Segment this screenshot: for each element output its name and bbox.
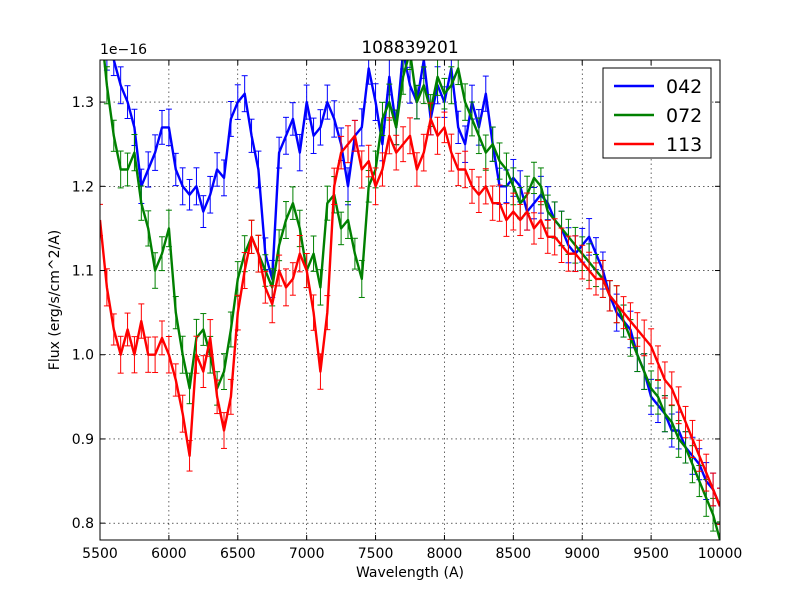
y-offset-label: 1e−16 [100, 42, 147, 58]
y-tick-label-1: 1.0 [72, 348, 94, 364]
x-tick-label-7000: 7000 [289, 546, 325, 562]
x-tick-label-9000: 9000 [564, 546, 600, 562]
x-tick-label-10000: 10000 [698, 546, 743, 562]
y-tick-label-1.1: 1.1 [72, 264, 94, 280]
series-113 [100, 102, 720, 525]
legend: 042 072 113 [602, 67, 712, 159]
axis-ticks: 5500 6000 6500 7000 7500 8000 8500 9000 9500 1000… [72, 60, 743, 562]
x-tick-label-5500: 5500 [82, 546, 118, 562]
x-tick-label-7500: 7500 [358, 546, 394, 562]
y-axis-label: Flux (erg/s/cm^2/A) [47, 230, 63, 370]
x-tick-label-6500: 6500 [220, 546, 256, 562]
x-tick-label-6000: 6000 [151, 546, 187, 562]
x-axis-label: Wavelength (A) [356, 565, 464, 581]
chart-title: 108839201 [361, 38, 458, 58]
plot-frame [99, 59, 721, 541]
legend-label-113: 113 [666, 134, 702, 156]
series-layer [100, 60, 720, 540]
y-tick-label-0.8: 0.8 [72, 516, 94, 532]
x-tick-label-9500: 9500 [633, 546, 669, 562]
y-tick-label-1.2: 1.2 [72, 179, 94, 195]
y-tick-label-0.9: 0.9 [72, 432, 94, 448]
x-tick-label-8500: 8500 [496, 546, 532, 562]
legend-label-072: 072 [666, 105, 702, 127]
y-tick-label-1.3: 1.3 [72, 95, 94, 111]
line-113 [100, 117, 720, 507]
x-tick-label-8000: 8000 [427, 546, 463, 562]
legend-label-042: 042 [666, 76, 702, 98]
